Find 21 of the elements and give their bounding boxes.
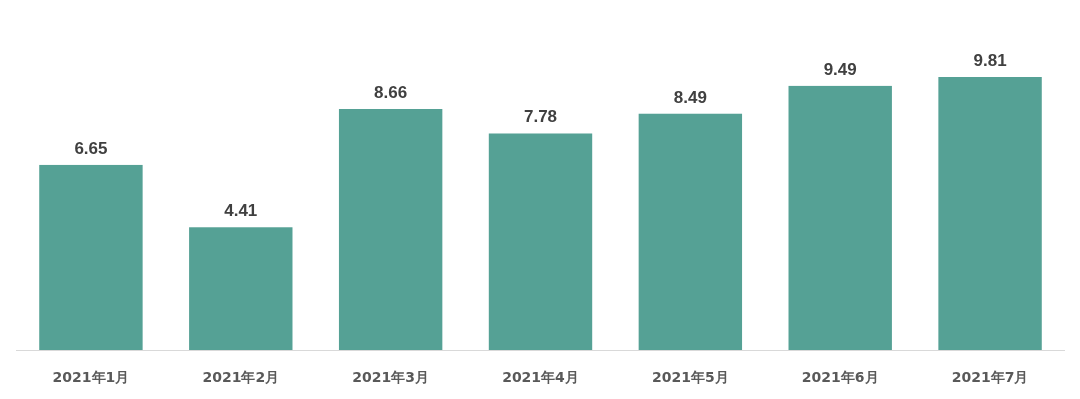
bar	[39, 164, 143, 350]
data-label: 8.49	[673, 87, 707, 107]
bar	[189, 227, 293, 350]
bar	[938, 77, 1042, 350]
data-label: 8.66	[374, 83, 408, 102]
x-tick-label: 2021年1月	[52, 369, 130, 385]
x-tick-label: 2021年4月	[502, 369, 579, 385]
x-tick-label: 2021年2月	[202, 369, 280, 385]
x-tick-label: 2021年7月	[951, 369, 1029, 385]
data-label: 4.41	[224, 201, 258, 221]
data-label: 9.81	[973, 51, 1007, 70]
data-label: 6.65	[74, 138, 108, 158]
x-tick-label: 2021年3月	[352, 369, 429, 385]
bar	[338, 109, 443, 350]
data-label: 9.49	[823, 59, 857, 79]
bar	[488, 133, 593, 350]
x-tick-label: 2021年5月	[652, 369, 729, 385]
bar	[638, 113, 743, 350]
bar	[788, 85, 892, 350]
data-label: 7.78	[523, 107, 558, 127]
x-tick-label: 2021年6月	[801, 369, 879, 385]
